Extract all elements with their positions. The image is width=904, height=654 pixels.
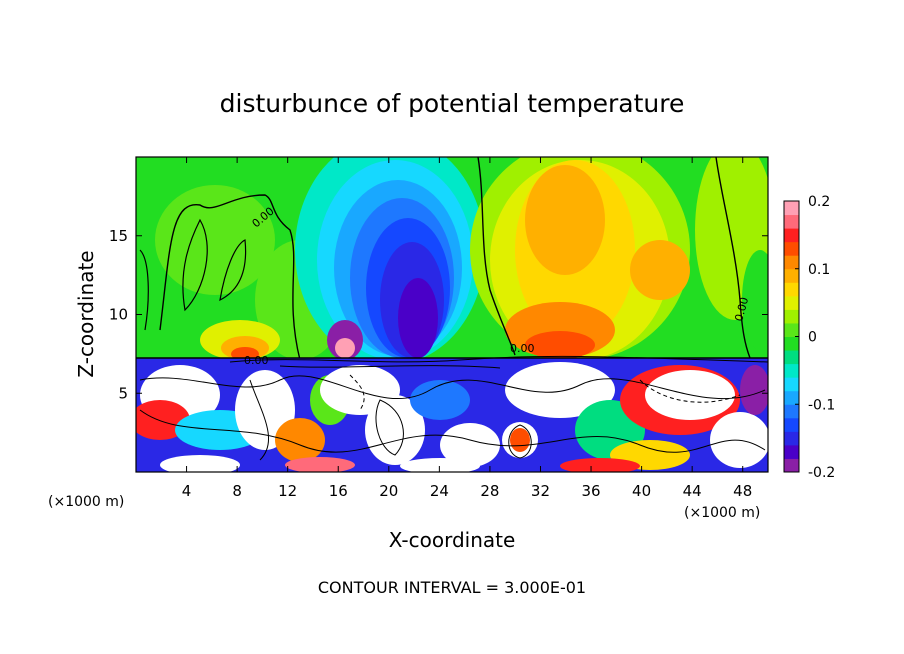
x-tick-label: 16 xyxy=(329,482,348,500)
colorbar xyxy=(784,201,799,473)
colorbar-swatch xyxy=(784,350,799,365)
colorbar-swatch xyxy=(784,309,799,324)
colorbar-swatch xyxy=(784,295,799,310)
colorbar-swatch xyxy=(784,322,799,337)
colorbar-swatch xyxy=(784,431,799,446)
contour-label: 0.00 xyxy=(244,354,269,367)
colorbar-swatch xyxy=(784,363,799,378)
colorbar-swatch xyxy=(784,458,799,473)
colorbar-ticks: -0.2 -0.1 0 0.1 0.2 xyxy=(795,194,835,481)
colorbar-swatch xyxy=(784,201,799,216)
plot-area: 0.00 0.00 0.00 0.00 xyxy=(136,157,768,472)
colorbar-swatch xyxy=(784,214,799,229)
colorbar-swatch xyxy=(784,336,799,351)
x-tick-label: 24 xyxy=(430,482,449,500)
x-tick-label: 4 xyxy=(182,482,192,500)
colorbar-swatch xyxy=(784,228,799,243)
colorbar-swatch xyxy=(784,282,799,297)
x-tick-label: 12 xyxy=(278,482,297,500)
y-tick-label: 10 xyxy=(109,306,128,324)
x-tick-label: 44 xyxy=(683,482,702,500)
y-tick-label: 5 xyxy=(118,384,128,402)
x-ticks: 4 8 12 16 20 24 28 32 36 40 44 48 xyxy=(182,157,752,500)
x-tick-label: 48 xyxy=(733,482,752,500)
contour-interval-note: CONTOUR INTERVAL = 3.000E-01 xyxy=(318,578,586,597)
colorbar-swatch xyxy=(784,404,799,419)
colorbar-tick-label: -0.2 xyxy=(808,465,835,481)
contour-label: 0.00 xyxy=(510,342,535,355)
colorbar-swatch xyxy=(784,241,799,256)
colorbar-tick-label: 0 xyxy=(808,330,817,346)
colorbar-tick-label: 0.2 xyxy=(808,194,830,210)
colorbar-swatch xyxy=(784,444,799,459)
chart-title: disturbunce of potential temperature xyxy=(220,89,685,118)
colorbar-swatch xyxy=(784,377,799,392)
colorbar-tick-label: 0.1 xyxy=(808,262,830,278)
x-tick-label: 28 xyxy=(480,482,499,500)
contour-label: 0.00 xyxy=(732,296,751,323)
x-axis-label: X-coordinate xyxy=(389,528,516,552)
y-axis-label: Z-coordinate xyxy=(74,250,98,377)
x-tick-label: 32 xyxy=(531,482,550,500)
x-tick-label: 36 xyxy=(581,482,600,500)
lower-field xyxy=(136,358,768,472)
y-ticks: 5 10 15 xyxy=(109,227,768,402)
x-tick-label: 20 xyxy=(379,482,398,500)
x-tick-label: 8 xyxy=(232,482,242,500)
x-unit-left: (×1000 m) xyxy=(48,494,124,510)
x-tick-label: 40 xyxy=(632,482,651,500)
colorbar-tick-label: -0.1 xyxy=(808,397,835,413)
y-tick-label: 15 xyxy=(109,227,128,245)
colorbar-swatch xyxy=(784,417,799,432)
upper-field xyxy=(136,157,768,365)
x-unit-right: (×1000 m) xyxy=(684,505,760,521)
colorbar-swatch xyxy=(784,255,799,270)
colorbar-swatch xyxy=(784,268,799,283)
colorbar-swatch xyxy=(784,390,799,405)
